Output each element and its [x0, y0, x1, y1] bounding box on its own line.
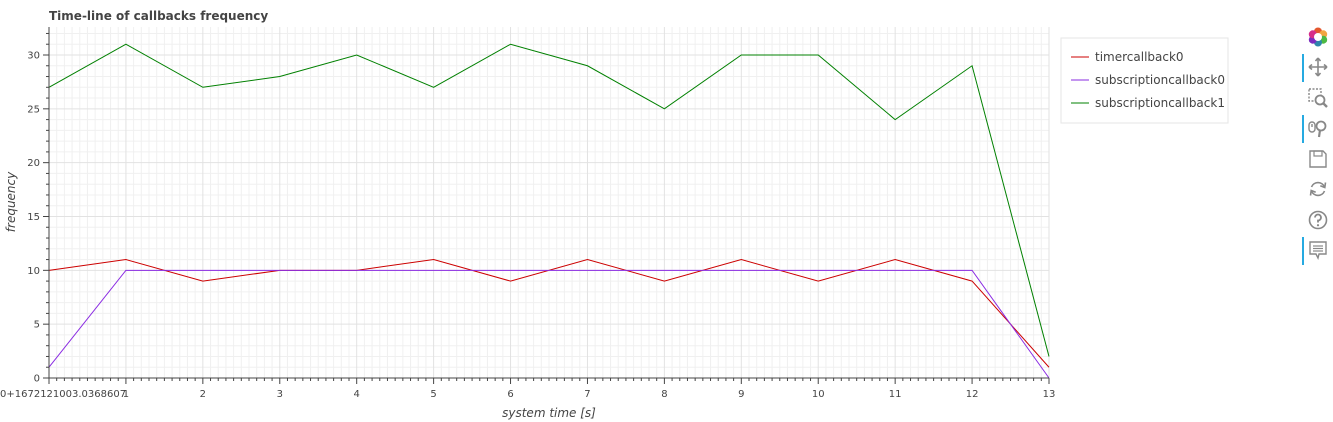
y-axis-label: frequency	[4, 171, 18, 232]
hover-icon[interactable]	[1302, 235, 1332, 265]
x-tick-label: 0+1672121003.0368607	[0, 389, 126, 400]
series-line-subscriptioncallback1[interactable]	[48, 43, 1050, 357]
series-layer[interactable]	[48, 43, 1050, 379]
legend[interactable]: timercallback0 subscriptioncallback0 subsc…	[1060, 37, 1229, 124]
y-tick-label: 10	[27, 266, 40, 277]
y-tick-label: 5	[34, 320, 40, 331]
pan-icon[interactable]	[1302, 52, 1332, 82]
legend-label-timercallback0[interactable]: timercallback0	[1095, 50, 1184, 64]
bokeh-logo-icon[interactable]	[1302, 22, 1332, 52]
x-tick-label: 10	[812, 389, 825, 400]
minor-grid	[49, 27, 1049, 378]
x-tick-label: 12	[966, 389, 979, 400]
x-axis-label: system time [s]	[502, 406, 596, 420]
box-zoom-icon[interactable]	[1302, 83, 1332, 113]
x-tick-label: 7	[584, 389, 590, 400]
series-line-subscriptioncallback0[interactable]	[48, 269, 1050, 379]
x-tick-label: 2	[200, 389, 206, 400]
y-tick-label: 25	[27, 104, 40, 115]
legend-label-subscriptioncallback0[interactable]: subscriptioncallback0	[1095, 73, 1225, 87]
save-icon[interactable]	[1302, 144, 1332, 174]
x-tick-label: 3	[277, 389, 283, 400]
x-tick-label: 11	[889, 389, 902, 400]
x-tick-label: 8	[661, 389, 667, 400]
wheel-zoom-icon[interactable]	[1302, 113, 1332, 143]
x-tick-label: 13	[1043, 389, 1056, 400]
x-tick-label: 9	[738, 389, 744, 400]
reset-icon[interactable]	[1302, 174, 1332, 204]
x-tick-label: 1	[123, 389, 129, 400]
x-tick-label: 4	[354, 389, 360, 400]
y-tick-label: 20	[27, 158, 40, 169]
x-tick-label: 5	[430, 389, 436, 400]
x-tick-label: 6	[507, 389, 513, 400]
y-tick-label: 15	[27, 212, 40, 223]
y-tick-label: 0	[34, 374, 40, 385]
legend-label-subscriptioncallback1[interactable]: subscriptioncallback1	[1095, 96, 1225, 110]
help-icon[interactable]	[1302, 205, 1332, 235]
y-tick-label: 30	[27, 50, 40, 61]
chart-title: Time-line of callbacks frequency	[49, 9, 268, 23]
